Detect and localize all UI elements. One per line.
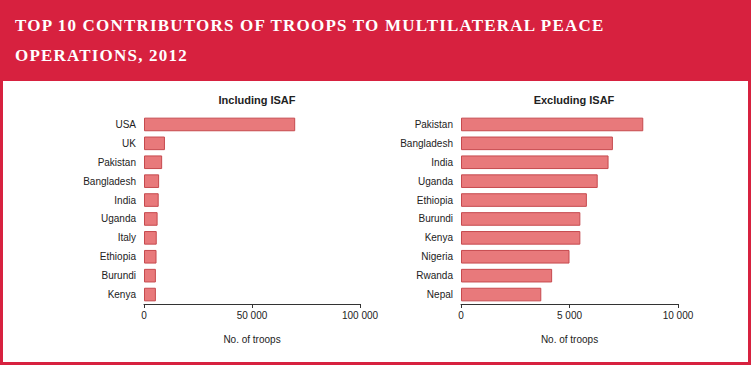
html-text:TOP 10 CONTRIBUTORS OF TROOPS: TOP 10 CONTRIBUTORS OF TROOPS TO MULTILA… [15, 16, 605, 65]
svg-text:Excluding ISAF: Excluding ISAF [534, 94, 615, 106]
svg-text:Uganda: Uganda [418, 176, 453, 187]
svg-text:Burundi: Burundi [102, 270, 136, 281]
svg-text:0: 0 [141, 310, 147, 321]
svg-text:10 000: 10 000 [663, 310, 694, 321]
svg-text:India: India [431, 157, 453, 168]
svg-text:Rwanda: Rwanda [416, 270, 453, 281]
svg-text:USA: USA [115, 119, 136, 130]
svg-text:No. of troops: No. of troops [223, 334, 280, 345]
svg-text:Bangladesh: Bangladesh [83, 176, 136, 187]
svg-text:UK: UK [122, 138, 136, 149]
svg-text:India: India [114, 195, 136, 206]
svg-text:Nigeria: Nigeria [421, 251, 453, 262]
svg-text:Ethiopia: Ethiopia [100, 251, 137, 262]
svg-text:Bangladesh: Bangladesh [400, 138, 453, 149]
svg-text:0: 0 [458, 310, 464, 321]
svg-text:Burundi: Burundi [419, 213, 453, 224]
svg-text:Italy: Italy [118, 232, 136, 243]
svg-text:Kenya: Kenya [108, 289, 137, 300]
svg-text:Nepal: Nepal [427, 289, 453, 300]
svg-text:Including ISAF: Including ISAF [219, 94, 296, 106]
svg-text:100 000: 100 000 [342, 310, 379, 321]
svg-text:No. of troops: No. of troops [541, 334, 598, 345]
svg-text:Kenya: Kenya [425, 232, 454, 243]
svg-text:50 000: 50 000 [237, 310, 268, 321]
svg-text:Ethiopia: Ethiopia [417, 195, 454, 206]
svg-text:Uganda: Uganda [101, 213, 136, 224]
svg-text:Pakistan: Pakistan [98, 157, 136, 168]
svg-text:Pakistan: Pakistan [415, 119, 453, 130]
svg-text:5 000: 5 000 [557, 310, 582, 321]
